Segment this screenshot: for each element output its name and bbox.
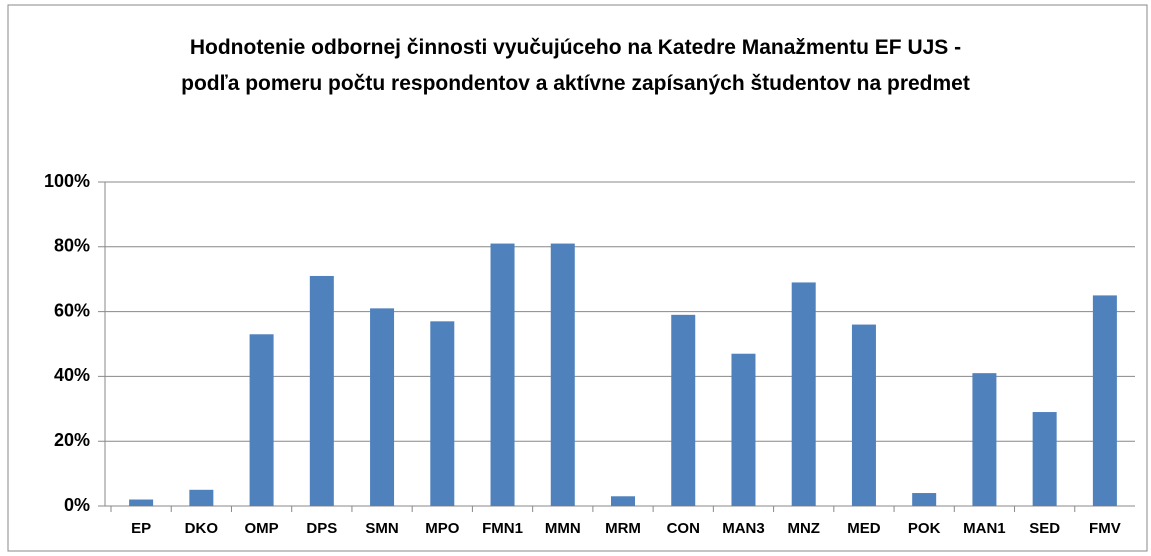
bar — [309, 275, 334, 506]
x-tick-label: POK — [908, 520, 941, 537]
y-tick-label: 40% — [54, 365, 90, 385]
x-tick-label: MAN3 — [722, 520, 765, 537]
y-tick-label: 80% — [54, 236, 90, 256]
x-tick-label: MAN1 — [963, 520, 1006, 537]
chart-frame — [7, 4, 1148, 552]
bar — [490, 243, 515, 506]
x-tick-label: MRM — [605, 520, 641, 537]
x-tick-label: OMP — [245, 520, 279, 537]
bar — [430, 321, 455, 506]
bar — [189, 489, 214, 506]
bar — [1092, 295, 1117, 506]
x-tick-label: FMV — [1089, 520, 1121, 537]
x-tick-label: FMN1 — [482, 520, 523, 537]
bar — [611, 496, 635, 506]
y-tick-label: 0% — [64, 495, 90, 515]
x-tick-label: MMN — [545, 520, 581, 537]
y-tick-label: 100% — [44, 171, 90, 191]
bar — [370, 308, 395, 506]
bar — [550, 243, 575, 506]
y-tick-label: 20% — [54, 430, 90, 450]
y-tick-label: 60% — [54, 300, 90, 320]
x-tick-label: SED — [1029, 520, 1060, 537]
bar — [912, 493, 937, 506]
x-tick-label: SMN — [365, 520, 398, 537]
x-tick-label: DPS — [306, 520, 337, 537]
x-tick-label: MNZ — [787, 520, 820, 537]
bar — [1032, 412, 1057, 506]
bar — [671, 314, 696, 506]
bar — [249, 334, 274, 506]
bar — [972, 373, 997, 506]
bar — [791, 282, 816, 506]
x-tick-label: DKO — [185, 520, 219, 537]
chart-title: Hodnotenie odbornej činnosti vyučujúceho… — [181, 36, 970, 95]
bar — [851, 324, 876, 506]
x-tick-label: MED — [847, 520, 881, 537]
x-tick-label: EP — [131, 520, 151, 537]
bar — [731, 353, 756, 506]
x-tick-label: CON — [667, 520, 700, 537]
bar — [129, 499, 154, 506]
chart-title-box: Hodnotenie odbornej činnosti vyučujúceho… — [0, 30, 1151, 102]
x-tick-label: MPO — [425, 520, 460, 537]
